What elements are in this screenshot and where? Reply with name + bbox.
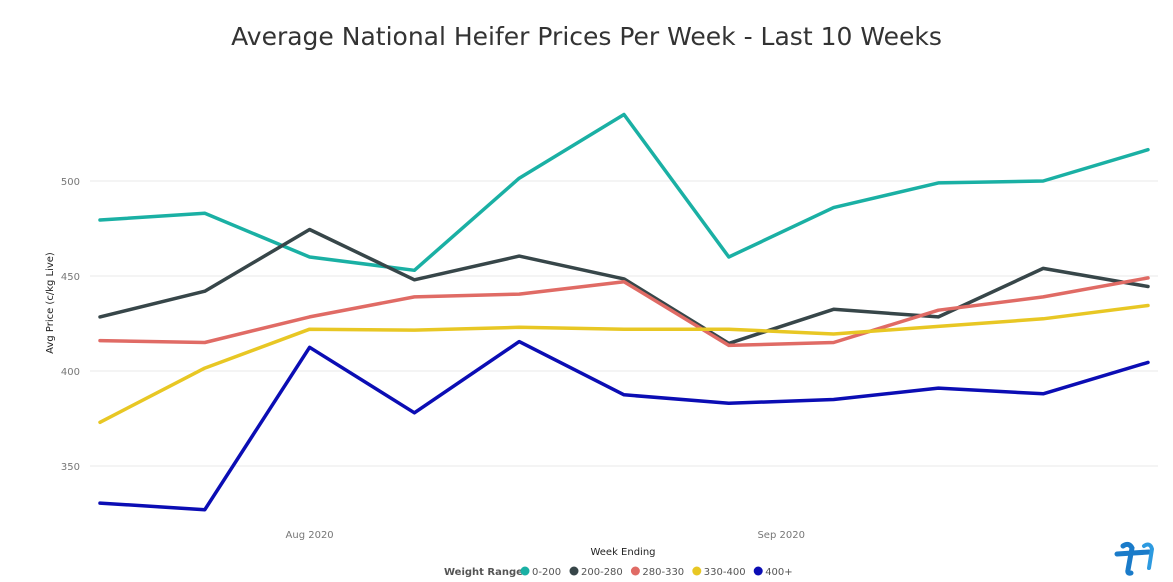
legend-title: Weight Range [444, 567, 523, 578]
legend-swatch [520, 566, 530, 576]
legend-item-label: 330-400 [704, 567, 746, 578]
legend-item-label: 0-200 [532, 567, 561, 578]
x-axis: Aug 2020 Sep 2020 [286, 530, 805, 541]
legend-swatch [630, 566, 640, 576]
series-line-330-400 [98, 303, 1150, 425]
chart-title: Average National Heifer Prices Per Week … [231, 22, 942, 51]
x-tick-label: Aug 2020 [286, 530, 334, 541]
legend-swatch [753, 566, 763, 576]
grid-lines [90, 180, 1158, 467]
y-axis-title: Avg Price (c/kg Live) [45, 252, 56, 354]
y-tick-label: 400 [61, 367, 80, 378]
legend: Weight Range 0-200 200-280 280-330 330-400 40… [444, 566, 793, 578]
legend-swatch [569, 566, 579, 576]
x-tick-label: Sep 2020 [757, 530, 804, 541]
series-line-280-330 [98, 276, 1150, 348]
series-line-400+ [98, 339, 1150, 512]
brand-logo [1114, 541, 1155, 576]
legend-item-label: 400+ [765, 567, 792, 578]
y-tick-label: 500 [61, 177, 80, 188]
y-tick-label: 450 [61, 272, 80, 283]
y-axis: 350 400 450 500 [61, 177, 80, 473]
series-line-0-200 [98, 112, 1150, 273]
series-lines [98, 112, 1150, 512]
y-tick-label: 350 [61, 462, 80, 473]
series-line-200-280 [98, 227, 1150, 346]
legend-swatch [692, 566, 702, 576]
x-axis-title: Week Ending [590, 547, 655, 558]
legend-item-label: 200-280 [581, 567, 623, 578]
legend-item-label: 280-330 [642, 567, 684, 578]
